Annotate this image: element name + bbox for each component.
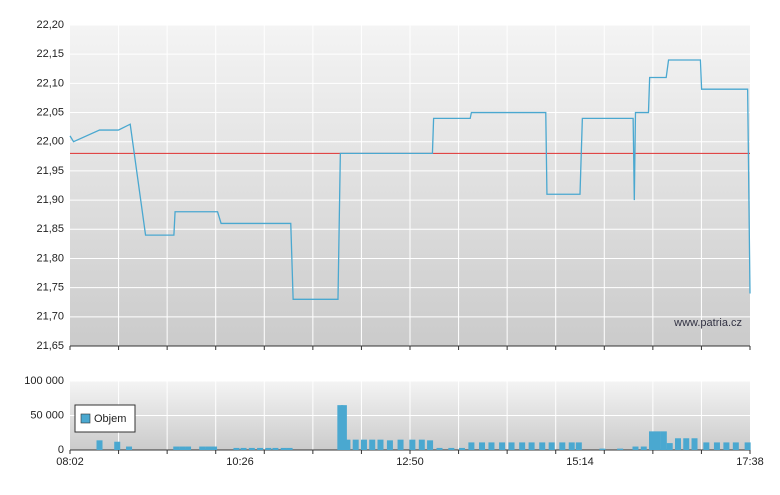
volume-bar [640,446,647,450]
volume-bar [713,442,720,450]
volume-bar [427,440,434,450]
volume-bar [185,446,192,450]
volume-bar [377,439,384,450]
volume-bar [479,442,486,450]
volume-bar [360,439,367,450]
volume-bar [732,442,739,450]
volume-bar [683,438,690,450]
volume-bar [548,442,555,450]
volume-bar [499,442,506,450]
volume-bar [654,431,661,450]
y-tick-label: 21,70 [36,311,64,323]
legend-swatch [80,413,91,424]
volume-bar [508,442,515,450]
volume-bar [519,442,526,450]
y-tick-label: 21,65 [36,340,64,352]
x-tick-label: 15:14 [566,456,594,468]
volume-bar [386,440,393,450]
volume-bar [539,442,546,450]
volume-bar [233,447,240,450]
volume-bar [126,446,133,450]
legend-label: Objem [94,413,126,425]
volume-bar [340,405,347,450]
volume-bar [265,447,272,450]
volume-bar [488,442,495,450]
volume-bar [599,448,606,450]
volume-bar [286,447,293,450]
volume-bar [568,442,575,450]
y-tick-label: 22,05 [36,106,64,118]
volume-bar [205,446,212,450]
volume-bar [448,447,455,450]
x-tick-label: 10:26 [226,456,254,468]
y-tick-label: 21,80 [36,252,64,264]
volume-bar [173,446,180,450]
volume-bar [674,438,681,450]
x-tick-label: 08:02 [56,456,84,468]
y-tick-label: 22,15 [36,48,64,60]
y-tick-label: 100 000 [24,375,64,387]
volume-bar [617,448,624,450]
x-tick-label: 12:50 [396,456,424,468]
volume-bar [632,446,639,450]
volume-bar [240,447,247,450]
volume-bar [418,439,425,450]
y-tick-label: 21,75 [36,282,64,294]
volume-bar [575,442,582,450]
volume-bar [559,442,566,450]
y-tick-label: 21,85 [36,223,64,235]
y-tick-label: 22,10 [36,77,64,89]
price-line [69,59,751,300]
volume-bar [458,447,465,450]
y-tick-label: 0 [58,444,64,456]
volume-bar [468,442,475,450]
y-tick-label: 22,00 [36,136,64,148]
volume-bar [723,442,730,450]
y-tick-label: 21,95 [36,165,64,177]
volume-bar [666,443,673,450]
volume-bar [272,447,279,450]
volume-bar [337,405,344,450]
volume-bar [409,439,416,450]
y-tick-label: 21,90 [36,194,64,206]
y-tick-label: 22,20 [36,19,64,31]
volume-bar [703,442,710,450]
volume-bar [397,439,404,450]
volume-bar [257,447,264,450]
volume-bar [369,439,376,450]
volume-bar [96,440,103,450]
volume-bar [344,439,351,450]
volume-bar [248,447,255,450]
volume-bar [211,446,218,450]
volume-bar [352,439,359,450]
volume-bar [436,447,443,450]
volume-bar [649,431,656,450]
source-label: www.patria.cz [673,317,742,329]
volume-bar [744,442,751,450]
volume-bar [280,447,287,450]
volume-bar [528,442,535,450]
volume-bar [660,431,667,450]
volume-bar [199,446,206,450]
volume-bar [691,438,698,450]
volume-bar [114,441,121,450]
y-tick-label: 50 000 [30,409,64,421]
x-tick-label: 17:38 [736,456,764,468]
volume-bar [179,446,186,450]
